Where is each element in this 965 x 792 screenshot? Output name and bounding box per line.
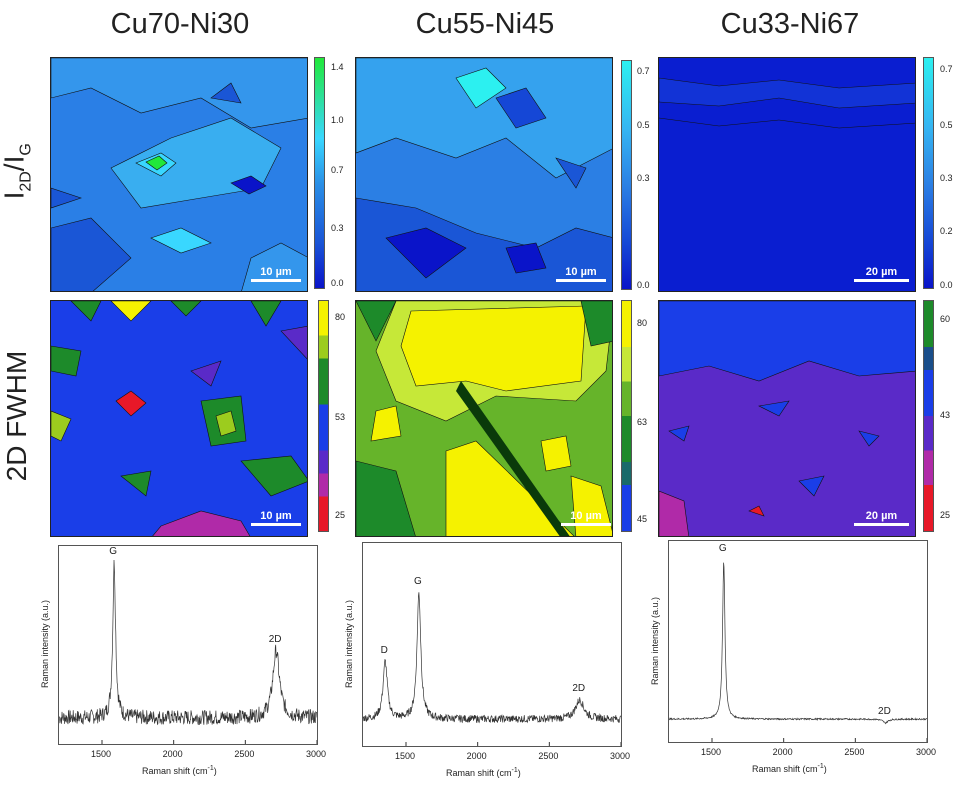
x-tick-label: 1500: [700, 747, 722, 757]
raman-plot-cu33: [668, 540, 928, 743]
cbar-tick: 80: [637, 318, 648, 328]
x-tick-label: 3000: [915, 747, 937, 757]
colorbar-ratio-cu55: [621, 60, 632, 290]
raman-plot-cu55: [362, 542, 622, 747]
x-tick-label: 2500: [538, 751, 559, 761]
cbar-tick: 1.0: [331, 115, 344, 125]
cbar-tick: 0.0: [637, 280, 650, 290]
cbar-tick: 53: [335, 412, 346, 422]
colorbar-ratio-cu33: [923, 57, 934, 289]
cbar-tick: 80: [335, 312, 346, 322]
cbar-tick: 0.7: [637, 66, 650, 76]
colorbar-fwhm-cu33: [923, 300, 934, 532]
x-tick-label: 2000: [772, 747, 793, 757]
raman-plot-cu70: [58, 545, 318, 745]
y-axis-label: Raman intensity (a.u.): [650, 596, 660, 685]
cbar-tick: 0.0: [940, 280, 953, 290]
colorbar-ratio-cu70: [314, 57, 325, 289]
fwhm-map-cu33: 20 µm: [658, 300, 916, 537]
x-axis-label: Raman shift (cm-1): [446, 767, 521, 778]
x-tick-label: 2000: [466, 751, 487, 761]
cbar-tick: 0.3: [940, 173, 953, 183]
scalebar-ratio-cu55: 10 µm: [556, 266, 606, 282]
cbar-tick: 45: [637, 514, 648, 524]
column-title-cu33: Cu33-Ni67: [720, 8, 860, 40]
spectrum-line: [668, 562, 927, 725]
column-title-cu70: Cu70-Ni30: [110, 8, 250, 40]
cbar-tick: 43: [940, 410, 951, 420]
ratio-map-cu33: 20 µm: [658, 57, 916, 292]
fwhm-map-cu55: 10 µm: [355, 300, 613, 537]
ratio-map-cu70: 10 µm: [50, 57, 308, 292]
cbar-tick: 0.3: [331, 223, 344, 233]
cbar-tick: 0.3: [637, 173, 650, 183]
colorbar-fwhm-cu55: [621, 300, 632, 532]
cbar-tick: 25: [335, 510, 346, 520]
row-label-fwhm: 2D FWHM: [1, 350, 32, 482]
scalebar-fwhm-cu55: 10 µm: [561, 510, 611, 526]
cbar-tick: 0.7: [940, 64, 953, 74]
cbar-tick: 0.7: [331, 165, 344, 175]
peak-label: 2D: [572, 682, 586, 694]
x-tick-label: 1500: [90, 749, 112, 759]
spectrum-line: [362, 592, 622, 724]
x-tick-label: 3000: [609, 751, 631, 761]
cbar-tick: 1.4: [331, 62, 344, 72]
fwhm-map-cu70: 10 µm: [50, 300, 308, 537]
peak-label: G: [109, 546, 118, 558]
peak-label: D: [380, 644, 388, 656]
cbar-tick: 0.5: [637, 120, 650, 130]
cbar-tick: 0.2: [940, 226, 953, 236]
scalebar-fwhm-cu70: 10 µm: [251, 510, 301, 526]
scalebar-fwhm-cu33: 20 µm: [854, 510, 909, 526]
peak-label: G: [718, 543, 727, 555]
y-axis-label: Raman intensity (a.u.): [344, 599, 354, 688]
x-axis-label: Raman shift (cm-1): [752, 763, 827, 774]
cbar-tick: 60: [940, 314, 951, 324]
x-tick-label: 2500: [844, 747, 865, 757]
y-axis-label: Raman intensity (a.u.): [40, 599, 50, 689]
x-tick-label: 3000: [305, 749, 327, 759]
spectrum-line: [58, 559, 318, 726]
colorbar-fwhm-cu70: [318, 300, 329, 532]
scalebar-ratio-cu70: 10 µm: [251, 266, 301, 282]
cbar-tick: 0.5: [940, 120, 953, 130]
x-tick-label: 2500: [234, 749, 255, 759]
x-tick-label: 1500: [394, 751, 416, 761]
cbar-tick: 25: [940, 510, 951, 520]
x-axis-label: Raman shift (cm-1): [142, 765, 217, 776]
ratio-map-cu55: 10 µm: [355, 57, 613, 292]
column-title-cu55: Cu55-Ni45: [415, 8, 555, 40]
row-label-ratio: I2D/IG: [0, 143, 35, 200]
peak-label: G: [414, 576, 422, 588]
peak-label: 2D: [878, 705, 891, 717]
cbar-tick: 0.0: [331, 278, 344, 288]
peak-label: 2D: [268, 633, 282, 645]
scalebar-ratio-cu33: 20 µm: [854, 266, 909, 282]
cbar-tick: 63: [637, 417, 648, 427]
x-tick-label: 2000: [162, 749, 183, 759]
